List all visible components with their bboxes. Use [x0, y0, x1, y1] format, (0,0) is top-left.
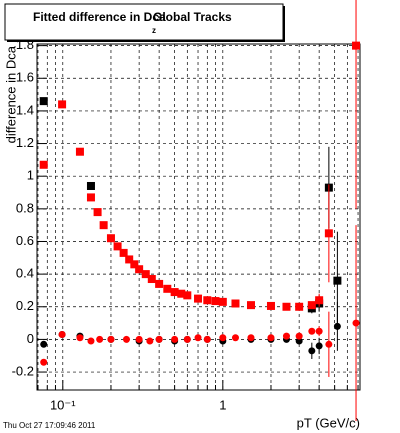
marker [155, 279, 164, 288]
y-tick-label: 0 [27, 331, 34, 346]
marker [177, 289, 186, 298]
marker [76, 334, 84, 342]
marker [146, 337, 154, 345]
marker [325, 340, 333, 348]
marker [147, 275, 156, 284]
marker [99, 221, 108, 230]
marker [141, 270, 150, 279]
y-tick-label: 0.6 [16, 233, 34, 248]
y-tick-label: 1 [27, 168, 34, 183]
x-tick-label: 10⁻¹ [50, 397, 76, 412]
marker [266, 301, 275, 310]
marker [39, 160, 48, 169]
marker [58, 331, 66, 339]
marker [246, 301, 255, 310]
marker [40, 340, 48, 348]
title-box [4, 3, 284, 41]
marker [86, 181, 95, 190]
marker [211, 297, 220, 306]
y-tick-label: 0.2 [16, 298, 34, 313]
x-axis-label: pT (GeV/c) [297, 415, 360, 430]
marker [40, 358, 48, 366]
marker [219, 334, 227, 342]
marker [86, 193, 95, 202]
marker [308, 327, 316, 335]
marker [75, 147, 84, 156]
marker [315, 342, 323, 350]
marker [352, 41, 361, 50]
marker [171, 335, 179, 343]
chart-title: Fitted difference in Dca [33, 10, 166, 24]
marker [333, 276, 342, 285]
marker [308, 347, 316, 355]
marker [203, 335, 211, 343]
marker [39, 97, 48, 106]
y-axis-label: difference in Dca [3, 45, 18, 143]
marker [107, 335, 115, 343]
x-tick-label: 1 [219, 397, 226, 412]
y-tick-label: 1.2 [16, 135, 34, 150]
y-tick-label: 0.4 [16, 266, 34, 281]
marker [135, 265, 144, 274]
marker [203, 296, 212, 305]
marker [295, 332, 303, 340]
marker [333, 322, 341, 330]
marker [307, 301, 316, 310]
marker [282, 302, 291, 311]
marker [267, 334, 275, 342]
marker [170, 288, 179, 297]
y-tick-label: -0.2 [12, 363, 34, 378]
marker [183, 335, 191, 343]
marker [194, 334, 202, 342]
marker [155, 335, 163, 343]
marker [119, 248, 128, 257]
marker [231, 299, 240, 308]
marker [93, 208, 102, 217]
marker [352, 319, 360, 327]
y-tick-label: 1.4 [16, 102, 34, 117]
marker [125, 255, 134, 264]
y-tick-label: 0.8 [16, 200, 34, 215]
title-suffix: Global Tracks [153, 10, 232, 24]
marker [315, 327, 323, 335]
y-tick-label: 1.6 [16, 70, 34, 85]
marker [130, 260, 139, 269]
marker [231, 334, 239, 342]
marker [96, 335, 104, 343]
marker [106, 234, 115, 243]
footer: Thu Oct 27 17:09:46 2011 [3, 421, 96, 430]
y-tick-label: 1.8 [16, 37, 34, 52]
marker [163, 284, 172, 293]
marker [247, 334, 255, 342]
marker [113, 242, 122, 251]
marker [135, 335, 143, 343]
marker [315, 296, 324, 305]
marker [282, 332, 290, 340]
marker [58, 100, 67, 109]
marker [218, 297, 227, 306]
marker [122, 335, 130, 343]
marker [295, 337, 303, 345]
title-subscript: z [152, 26, 156, 35]
marker [324, 229, 333, 238]
marker [87, 337, 95, 345]
marker [194, 294, 203, 303]
marker [183, 291, 192, 300]
marker [295, 302, 304, 311]
